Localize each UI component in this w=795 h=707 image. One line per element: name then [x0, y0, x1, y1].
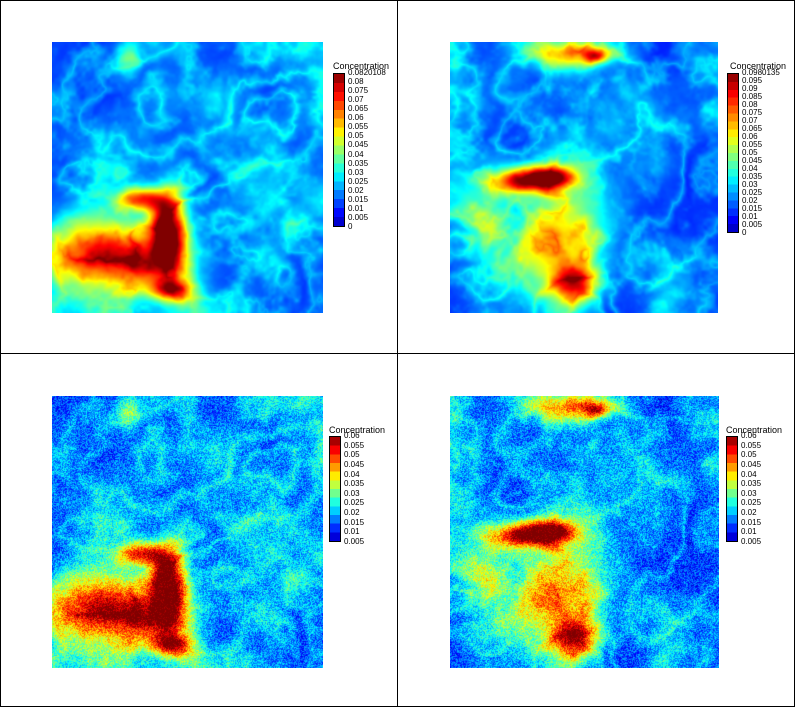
colorbar-tick-label: 0.06 [348, 113, 364, 123]
colorbar-gradient [726, 436, 738, 542]
colorbar-tick-label: 0.06 [344, 431, 360, 440]
colorbar-tick-label: 0.04 [741, 469, 757, 479]
colorbar-tick-label: 0.035 [742, 172, 763, 181]
colorbar-tick-label: 0.05 [348, 131, 364, 141]
colorbar-tick-label: 0.075 [348, 86, 369, 96]
colorbar-tick-label: 0.055 [348, 122, 369, 132]
colorbar-tick-label: 0.01 [348, 203, 364, 213]
colorbar-tick-label: 0.025 [344, 498, 365, 508]
colorbar-tick-label: 0.005 [742, 220, 763, 229]
colorbar-tick-label: 0.015 [344, 517, 365, 527]
colorbar-tick-label: 0.015 [348, 194, 369, 204]
horizontal-divider [0, 353, 795, 354]
colorbar-tick-label: 0.035 [344, 479, 365, 489]
colorbar-tick-label: 0.0980135 [742, 68, 780, 77]
colorbar-title: Concentration [333, 61, 390, 71]
colorbar-tick-label: 0.03 [741, 488, 757, 498]
colorbar-tick-label: 0.015 [742, 204, 763, 213]
colorbar-tick-label: 0.07 [742, 116, 758, 125]
colorbar-tick-label: 0.07 [348, 95, 364, 105]
colorbar-tick-label: 0.0820108 [348, 68, 386, 77]
colorbar-tick-label: 0.03 [742, 180, 758, 189]
colorbar-tick-label: 0.01 [741, 527, 757, 537]
colorbar-tick-label: 0.065 [742, 124, 763, 133]
colorbar-tick-label: 0 [742, 228, 747, 237]
colorbar-tick-label: 0.08 [348, 77, 364, 87]
colorbar-tick-label: 0.05 [742, 148, 758, 157]
colorbar-tick-label: 0.025 [742, 188, 763, 197]
colorbar-tick-label: 0.03 [348, 167, 364, 177]
colorbar-title: Concentration [726, 425, 783, 435]
colorbar-tick-label: 0.025 [741, 498, 762, 508]
colorbar-tick-label: 0.06 [742, 132, 758, 141]
colorbar-tick-label: 0.06 [741, 431, 757, 440]
colorbar-tick-label: 0.01 [742, 212, 758, 221]
colorbar-tick-label: 0.08 [742, 100, 758, 109]
colorbar-tick-label: 0.02 [344, 508, 360, 518]
colorbar-tick-label: 0.055 [742, 140, 763, 149]
colorbar-tick-label: 0.03 [344, 488, 360, 498]
colorbar-tick-label: 0.045 [344, 459, 365, 469]
colorbar-tick-label: 0.055 [741, 440, 762, 450]
concentration-field-top-right [450, 42, 718, 313]
colorbar-tick-label: 0.005 [344, 537, 365, 546]
colorbar-gradient [329, 436, 341, 542]
colorbar-title: Concentration [329, 425, 386, 435]
colorbar-tick-label: 0.045 [742, 156, 763, 165]
concentration-field-top-left [52, 42, 323, 313]
colorbar-tick-label: 0.04 [344, 469, 360, 479]
colorbar-tick-label: 0.005 [348, 212, 369, 222]
colorbar-tick-label: 0 [348, 222, 353, 231]
colorbar-gradient [333, 73, 345, 227]
concentration-field-bottom-right [450, 396, 719, 668]
colorbar-tick-label: 0.095 [742, 76, 763, 85]
colorbar-tick-label: 0.035 [348, 158, 369, 168]
colorbar-title: Concentration [730, 61, 787, 71]
colorbar-tick-label: 0.055 [344, 440, 365, 450]
colorbar-tick-label: 0.09 [742, 84, 758, 93]
colorbar-tick-label: 0.01 [344, 527, 360, 537]
colorbar-tick-label: 0.035 [741, 479, 762, 489]
colorbar-tick-label: 0.025 [348, 176, 369, 186]
colorbar-tick-label: 0.075 [742, 108, 763, 117]
colorbar-tick-label: 0.045 [741, 459, 762, 469]
colorbar-tick-label: 0.02 [741, 508, 757, 518]
colorbar-tick-label: 0.015 [741, 517, 762, 527]
colorbar-tick-label: 0.045 [348, 140, 369, 150]
colorbar-tick-label: 0.065 [348, 104, 369, 114]
colorbar-gradient [727, 73, 739, 233]
colorbar-tick-label: 0.05 [344, 450, 360, 460]
colorbar-tick-label: 0.02 [348, 185, 364, 195]
colorbar-tick-label: 0.04 [348, 149, 364, 159]
concentration-field-bottom-left [52, 396, 323, 668]
colorbar-tick-label: 0.04 [742, 164, 758, 173]
colorbar-tick-label: 0.085 [742, 92, 763, 101]
colorbar-tick-label: 0.02 [742, 196, 758, 205]
colorbar-tick-label: 0.05 [741, 450, 757, 460]
colorbar-tick-label: 0.005 [741, 537, 762, 546]
